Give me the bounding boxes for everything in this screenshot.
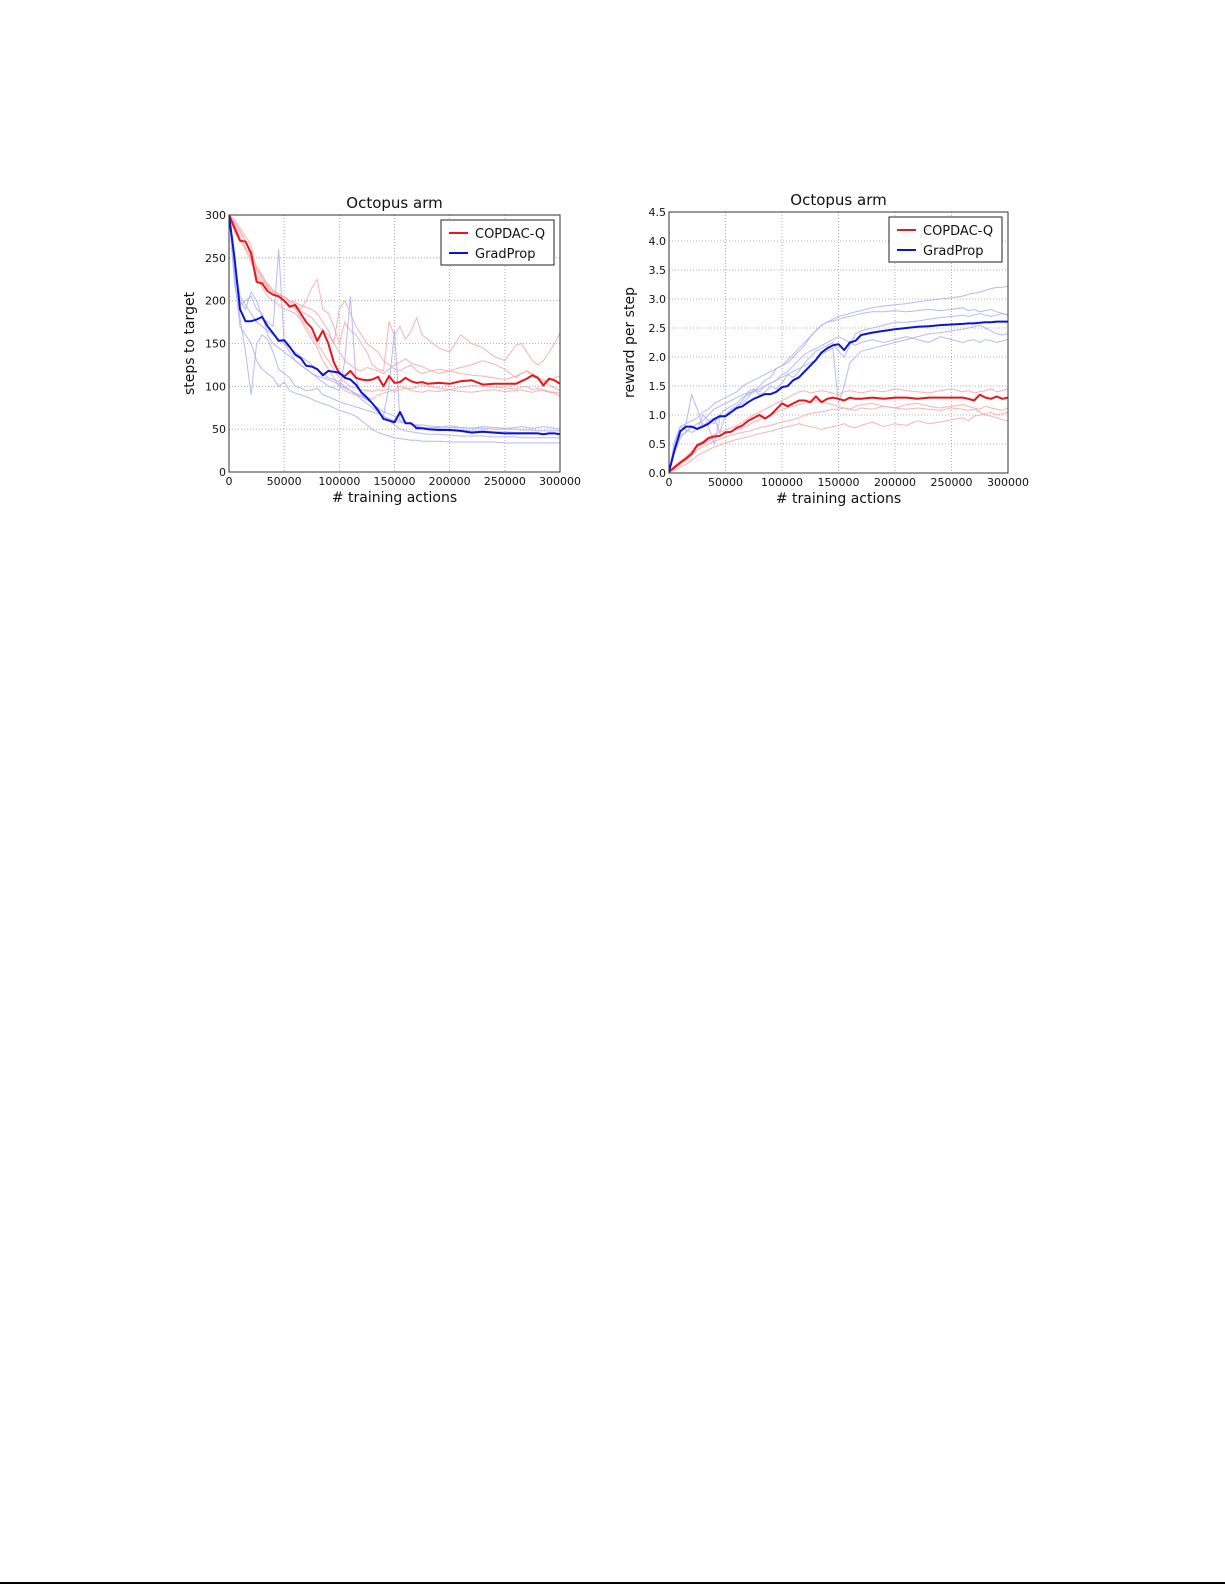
y-tick-label: 3.5 — [649, 264, 667, 277]
y-tick-label: 50 — [212, 423, 226, 436]
chart-steps-to-target: Octopus arm 0 50000 100000 150000 200000 25000… — [170, 185, 600, 515]
copdac-run-line — [229, 215, 560, 383]
y-tick-label: 0 — [219, 466, 226, 479]
x-tick-label: 300000 — [539, 475, 581, 488]
legend-label: GradProp — [923, 244, 984, 259]
y-tick-label: 0.0 — [649, 467, 667, 480]
x-tick-label: 0 — [226, 475, 233, 488]
y-tick-label: 4.5 — [649, 206, 667, 219]
x-tick-label: 50000 — [267, 475, 302, 488]
x-tick-label: 50000 — [708, 476, 743, 489]
gradprop-run-line — [229, 215, 560, 434]
chart-svg: Octopus arm 0 50000 100000 150000 200000 25000… — [182, 194, 581, 506]
y-tick-label: 2.5 — [649, 322, 667, 335]
x-axis-label: # training actions — [776, 491, 901, 507]
y-axis-label: steps to target — [182, 291, 198, 395]
x-tick-label: 250000 — [931, 476, 973, 489]
x-tick-label: 150000 — [818, 476, 860, 489]
x-tick-label: 150000 — [374, 475, 416, 488]
gradprop-mean-line — [229, 215, 560, 436]
chart-title: Octopus arm — [346, 194, 442, 212]
legend: COPDAC-Q GradProp — [440, 219, 555, 266]
plot-frame — [668, 211, 1009, 474]
y-tick-label: 150 — [205, 338, 226, 351]
copdac-mean-line — [229, 215, 560, 388]
y-tick-label: 1.5 — [649, 380, 667, 393]
gradprop-run-line — [669, 312, 1008, 472]
mean-lines — [229, 215, 560, 436]
legend-label: GradProp — [475, 247, 536, 262]
copdac-run-line — [669, 405, 1008, 473]
x-axis-label: # training actions — [332, 490, 457, 506]
legend-box — [440, 219, 555, 266]
y-tick-label: 2.0 — [649, 351, 667, 364]
copdac-run-line — [229, 215, 560, 400]
copdac-run-line — [229, 215, 560, 392]
y-tick-label: 100 — [205, 380, 226, 393]
x-tick-label: 300000 — [987, 476, 1029, 489]
y-tick-label: 1.0 — [649, 409, 667, 422]
x-tick-label: 100000 — [318, 475, 360, 488]
y-tick-label: 4.0 — [649, 235, 667, 248]
gradprop-run-line — [669, 324, 1008, 472]
legend: COPDAC-Q GradProp — [888, 216, 1003, 263]
y-tick-label: 3.0 — [649, 293, 667, 306]
y-tick-label: 0.5 — [649, 438, 667, 451]
mean-lines — [669, 320, 1008, 473]
chart-svg: Octopus arm 0 50000 100000 150000 200000 25000… — [622, 191, 1029, 507]
y-axis-label: reward per step — [622, 287, 638, 398]
gradprop-mean-line — [669, 320, 1008, 473]
gradprop-run-line — [669, 307, 1008, 472]
legend-label: COPDAC-Q — [475, 227, 545, 242]
chart-reward-per-step: Octopus arm 0 50000 100000 150000 200000 25000… — [615, 185, 1045, 515]
y-tick-label: 200 — [205, 295, 226, 308]
legend-label: COPDAC-Q — [923, 224, 993, 239]
copdac-run-line — [669, 388, 1008, 473]
x-tick-label: 200000 — [429, 475, 471, 488]
gradprop-run-line — [669, 336, 1008, 472]
plot-frame — [228, 214, 561, 473]
chart-title: Octopus arm — [790, 191, 886, 209]
gradprop-run-line — [229, 215, 560, 444]
x-tick-label: 0 — [666, 476, 673, 489]
page-bottom-rule — [0, 1582, 1225, 1584]
y-tick-label: 250 — [205, 252, 226, 265]
x-tick-label: 100000 — [761, 476, 803, 489]
copdac-run-line — [669, 411, 1008, 473]
x-tick-label: 200000 — [874, 476, 916, 489]
legend-box — [888, 216, 1003, 263]
x-tick-label: 250000 — [484, 475, 526, 488]
copdac-mean-line — [669, 393, 1008, 473]
y-tick-label: 300 — [205, 209, 226, 222]
